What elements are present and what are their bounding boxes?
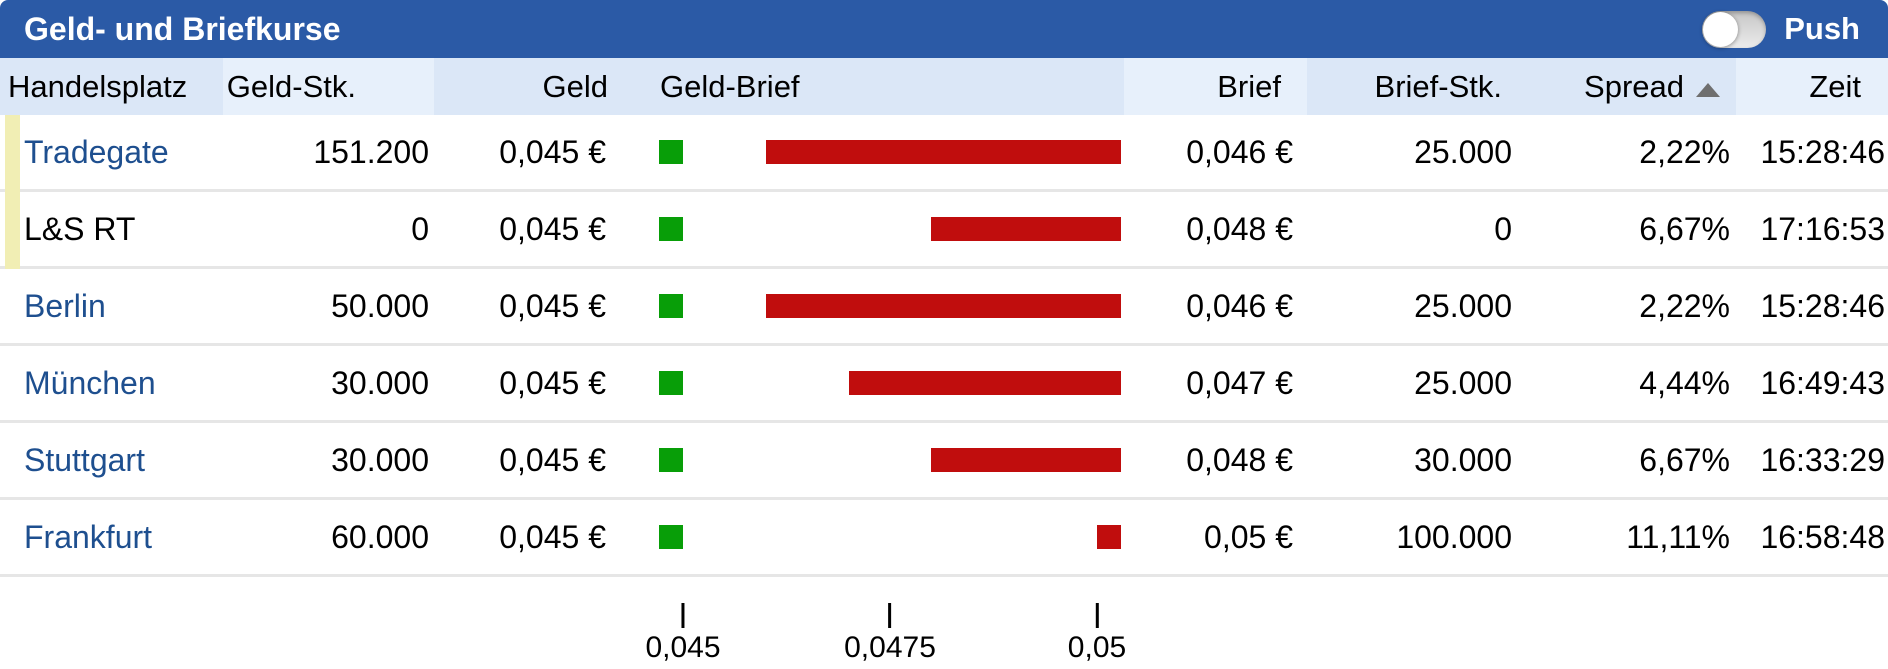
column-header-handelsplatz[interactable]: Handelsplatz — [8, 68, 188, 104]
column-header-zeit[interactable]: Zeit — [1736, 58, 1888, 115]
brief-stk-value: 100.000 — [1396, 518, 1512, 555]
spread-value: 2,22% — [1639, 287, 1730, 324]
geld-marker — [659, 294, 683, 318]
axis-tick-mark — [1095, 603, 1099, 628]
sort-ascending-icon — [1696, 82, 1720, 97]
column-header-spread-label: Spread — [1584, 68, 1684, 104]
geld-marker — [659, 525, 683, 549]
handelsplatz-link[interactable]: Stuttgart — [24, 441, 145, 478]
handelsplatz-cell: L&S RT — [0, 211, 223, 248]
brief-spread-bar — [931, 217, 1121, 241]
column-header-brief-stk[interactable]: Brief-Stk. — [1374, 68, 1502, 104]
push-toggle-knob — [1703, 11, 1739, 47]
geld-value: 0,045 € — [499, 364, 606, 401]
handelsplatz-cell: München — [0, 365, 223, 402]
brief-value: 0,046 € — [1186, 287, 1293, 324]
handelsplatz-link[interactable]: München — [24, 364, 156, 401]
brief-spread-bar — [1097, 525, 1121, 549]
table-row: Tradegate 151.200 0,045 € 0,046 € 25.000… — [0, 115, 1888, 192]
geld-stk-value: 60.000 — [331, 518, 429, 555]
geld-stk-value: 0 — [411, 210, 429, 247]
geld-stk-value: 50.000 — [331, 287, 429, 324]
push-toggle[interactable] — [1702, 10, 1767, 48]
geld-marker — [659, 217, 683, 241]
brief-stk-value: 25.000 — [1414, 364, 1512, 401]
geld-marker — [659, 448, 683, 472]
handelsplatz-link[interactable]: Berlin — [24, 287, 106, 324]
brief-value: 0,046 € — [1186, 133, 1293, 170]
spread-value: 2,22% — [1639, 133, 1730, 170]
geld-value: 0,045 € — [499, 518, 606, 555]
brief-value: 0,047 € — [1186, 364, 1293, 401]
column-header-row: Handelsplatz Geld-Stk. Geld Geld-Brief B… — [0, 58, 1888, 115]
handelsplatz-link[interactable]: Tradegate — [24, 133, 169, 170]
geld-marker — [659, 140, 683, 164]
column-header-geld[interactable]: Geld — [542, 68, 608, 104]
axis-tick-mark — [681, 603, 685, 628]
brief-spread-bar — [848, 371, 1121, 395]
table-row: L&S RT 0 0,045 € 0,048 € 0 6,67% 17:16:5… — [0, 192, 1888, 269]
axis-tick: 0,05 — [1068, 603, 1126, 665]
push-label: Push — [1784, 11, 1860, 46]
brief-stk-value: 25.000 — [1414, 287, 1512, 324]
spread-value: 6,67% — [1639, 210, 1730, 247]
axis-tick: 0,045 — [645, 603, 721, 665]
geld-value: 0,045 € — [499, 133, 606, 170]
axis-tick-label: 0,0475 — [844, 631, 936, 664]
table-row: München 30.000 0,045 € 0,047 € 25.000 4,… — [0, 346, 1888, 423]
brief-stk-value: 0 — [1494, 210, 1512, 247]
zeit-value: 16:33:29 — [1760, 441, 1885, 478]
zeit-value: 17:16:53 — [1760, 210, 1885, 247]
geld-stk-value: 30.000 — [331, 364, 429, 401]
page-title: Geld- und Briefkurse — [24, 10, 341, 47]
zeit-value: 16:58:48 — [1760, 518, 1885, 555]
axis-tick-mark — [888, 603, 892, 628]
brief-stk-value: 30.000 — [1414, 441, 1512, 478]
column-header-geld-brief[interactable]: Geld-Brief — [660, 68, 800, 104]
handelsplatz-cell: Tradegate — [0, 134, 223, 171]
spread-value: 6,67% — [1639, 441, 1730, 478]
row-highlight-stripe — [5, 192, 20, 269]
brief-value: 0,05 € — [1204, 518, 1293, 555]
column-header-brief[interactable]: Brief — [1124, 58, 1307, 115]
handelsplatz-cell: Frankfurt — [0, 519, 223, 556]
geld-marker — [659, 371, 683, 395]
table-row: Stuttgart 30.000 0,045 € 0,048 € 30.000 … — [0, 423, 1888, 500]
geld-stk-value: 151.200 — [313, 133, 429, 170]
handelsplatz-cell: Berlin — [0, 288, 223, 325]
brief-spread-bar — [931, 448, 1121, 472]
zeit-value: 15:28:46 — [1760, 133, 1885, 170]
row-highlight-stripe — [5, 115, 20, 192]
geld-value: 0,045 € — [499, 441, 606, 478]
push-control: Push — [1702, 10, 1860, 48]
axis-tick-label: 0,045 — [645, 631, 721, 664]
price-axis: 0,045 0,0475 0,05 — [0, 577, 1888, 669]
spread-value: 11,11% — [1626, 518, 1730, 555]
handelsplatz-link[interactable]: Frankfurt — [24, 518, 153, 555]
geld-stk-value: 30.000 — [331, 441, 429, 478]
zeit-value: 15:28:46 — [1760, 287, 1885, 324]
table-row: Frankfurt 60.000 0,045 € 0,05 € 100.000 … — [0, 500, 1888, 577]
column-header-spread[interactable]: Spread — [1520, 58, 1736, 115]
brief-value: 0,048 € — [1186, 441, 1293, 478]
table-body: Tradegate 151.200 0,045 € 0,046 € 25.000… — [0, 115, 1888, 577]
brief-spread-bar — [765, 140, 1121, 164]
table-row: Berlin 50.000 0,045 € 0,046 € 25.000 2,2… — [0, 269, 1888, 346]
spread-value: 4,44% — [1639, 364, 1730, 401]
column-header-geld-stk[interactable]: Geld-Stk. — [223, 58, 434, 115]
geld-value: 0,045 € — [499, 210, 606, 247]
handelsplatz-link: L&S RT — [24, 210, 136, 247]
zeit-value: 16:49:43 — [1760, 364, 1885, 401]
brief-value: 0,048 € — [1186, 210, 1293, 247]
brief-stk-value: 25.000 — [1414, 133, 1512, 170]
geld-value: 0,045 € — [499, 287, 606, 324]
brief-spread-bar — [765, 294, 1121, 318]
axis-tick-label: 0,05 — [1067, 631, 1127, 664]
axis-tick: 0,0475 — [844, 603, 936, 665]
title-bar: Geld- und Briefkurse Push — [0, 0, 1888, 58]
handelsplatz-cell: Stuttgart — [0, 442, 223, 479]
